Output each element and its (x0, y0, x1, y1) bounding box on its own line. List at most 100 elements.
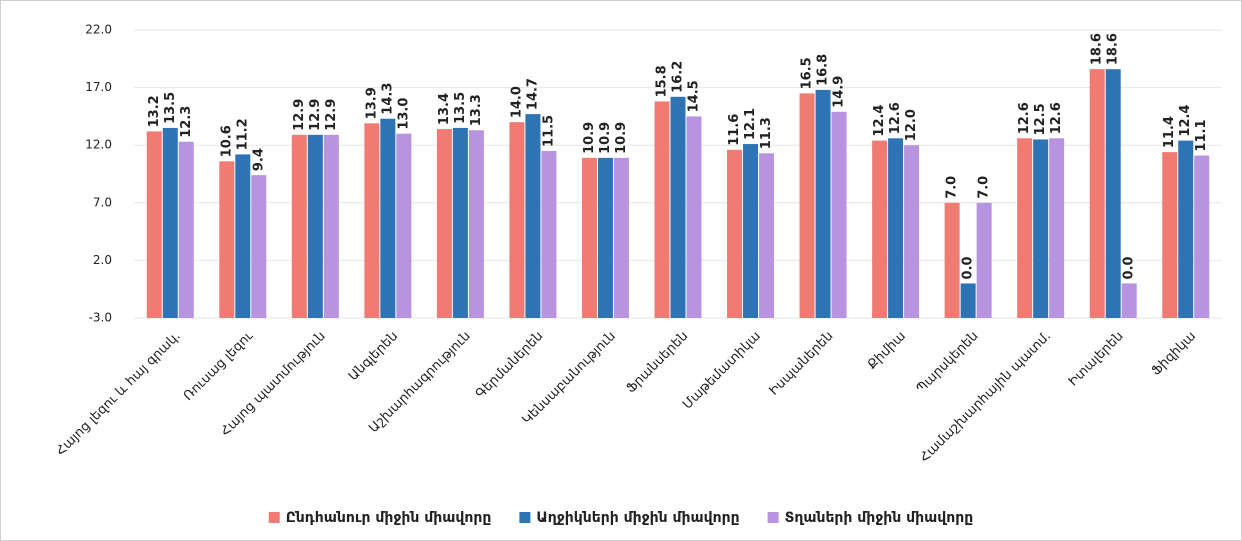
data-label: 12.3 (179, 106, 194, 138)
data-label: 12.4 (1178, 105, 1193, 137)
data-label: 14.5 (687, 80, 702, 112)
data-label: 16.5 (800, 57, 815, 89)
data-label: 12.4 (872, 105, 887, 137)
bar (759, 153, 775, 318)
bar (831, 111, 847, 319)
bar (1049, 138, 1065, 318)
bar (904, 145, 920, 318)
bar (976, 202, 992, 318)
data-label: 11.6 (727, 114, 742, 146)
data-label: 12.0 (904, 109, 919, 141)
data-label: 12.9 (308, 99, 323, 131)
bar (1089, 69, 1105, 318)
bar (944, 202, 960, 318)
data-label: 13.3 (469, 94, 484, 126)
data-label: 9.4 (251, 148, 266, 171)
data-label: 15.8 (655, 65, 670, 97)
data-label: 14.9 (832, 76, 847, 108)
bar (525, 114, 541, 318)
data-label: 10.9 (582, 122, 597, 154)
data-label: 18.6 (1090, 33, 1105, 65)
bar (1121, 283, 1137, 318)
y-tick-label: 12.0 (85, 138, 112, 152)
data-label: 10.6 (219, 125, 234, 157)
bar (541, 150, 557, 318)
data-label: 12.6 (888, 102, 903, 134)
bar (452, 127, 468, 318)
data-label: 16.2 (671, 61, 686, 93)
data-label: 7.0 (945, 176, 960, 199)
bar (799, 93, 815, 318)
bar (436, 129, 452, 318)
bar (364, 123, 380, 318)
data-label: 7.0 (977, 176, 992, 199)
data-label: 14.7 (525, 78, 540, 110)
data-label: 12.5 (1033, 103, 1048, 135)
data-label: 11.5 (541, 115, 556, 147)
bar (307, 134, 323, 318)
bar (178, 141, 194, 318)
bar (686, 116, 702, 319)
bar (581, 157, 597, 318)
bar (146, 131, 162, 318)
data-label: 11.3 (759, 117, 774, 149)
legend-swatch (767, 512, 779, 523)
bar (380, 118, 396, 318)
data-label: 12.6 (1017, 102, 1032, 134)
bar (1017, 138, 1033, 318)
bar (613, 157, 629, 318)
bar (1178, 140, 1194, 318)
bar (743, 144, 759, 318)
y-tick-label: 22.0 (85, 23, 112, 37)
data-label: 13.9 (364, 87, 379, 119)
bar (727, 149, 743, 318)
bar (251, 175, 267, 318)
y-tick-label: 17.0 (85, 80, 112, 94)
bar (1194, 155, 1210, 318)
bar (509, 122, 525, 318)
bar (1162, 152, 1178, 318)
bar (323, 134, 339, 318)
y-tick-label: 7.0 (93, 195, 112, 209)
legend-label: Աղջիկների միջին միավորը (536, 510, 739, 526)
data-label: 14.3 (380, 83, 395, 115)
data-label: 0.0 (1122, 256, 1137, 279)
data-label: 13.4 (437, 93, 452, 125)
y-tick-label: -3.0 (89, 311, 112, 325)
bar (670, 96, 686, 318)
data-label: 11.2 (235, 118, 250, 150)
data-label: 11.4 (1162, 116, 1177, 148)
data-label: 18.6 (1106, 33, 1121, 65)
y-tick-label: 2.0 (93, 253, 112, 267)
bar (597, 157, 613, 318)
data-label: 13.2 (147, 95, 162, 127)
legend-label: Տղաների միջին միավորը (785, 510, 974, 526)
bar (872, 140, 888, 318)
data-label: 10.9 (614, 122, 629, 154)
bar (815, 89, 831, 319)
data-label: 11.1 (1194, 119, 1209, 151)
bar (960, 283, 976, 318)
bar (1105, 69, 1121, 318)
data-label: 16.8 (816, 54, 831, 86)
data-label: 13.5 (453, 92, 468, 124)
data-label: 13.5 (163, 92, 178, 124)
data-label: 14.0 (509, 86, 524, 118)
bar (654, 101, 670, 318)
data-label: 12.9 (292, 99, 307, 131)
bar (1033, 139, 1049, 318)
data-label: 12.1 (743, 108, 758, 140)
bar (235, 154, 251, 318)
data-label: 10.9 (598, 122, 613, 154)
bar (291, 134, 307, 318)
bar (888, 138, 904, 318)
bar (468, 130, 484, 318)
legend-swatch (519, 512, 531, 523)
legend-swatch (268, 512, 280, 523)
data-label: 0.0 (961, 256, 976, 279)
bar (219, 161, 235, 318)
data-label: 12.6 (1049, 102, 1064, 134)
data-label: 13.0 (396, 98, 411, 130)
bar (396, 133, 412, 318)
